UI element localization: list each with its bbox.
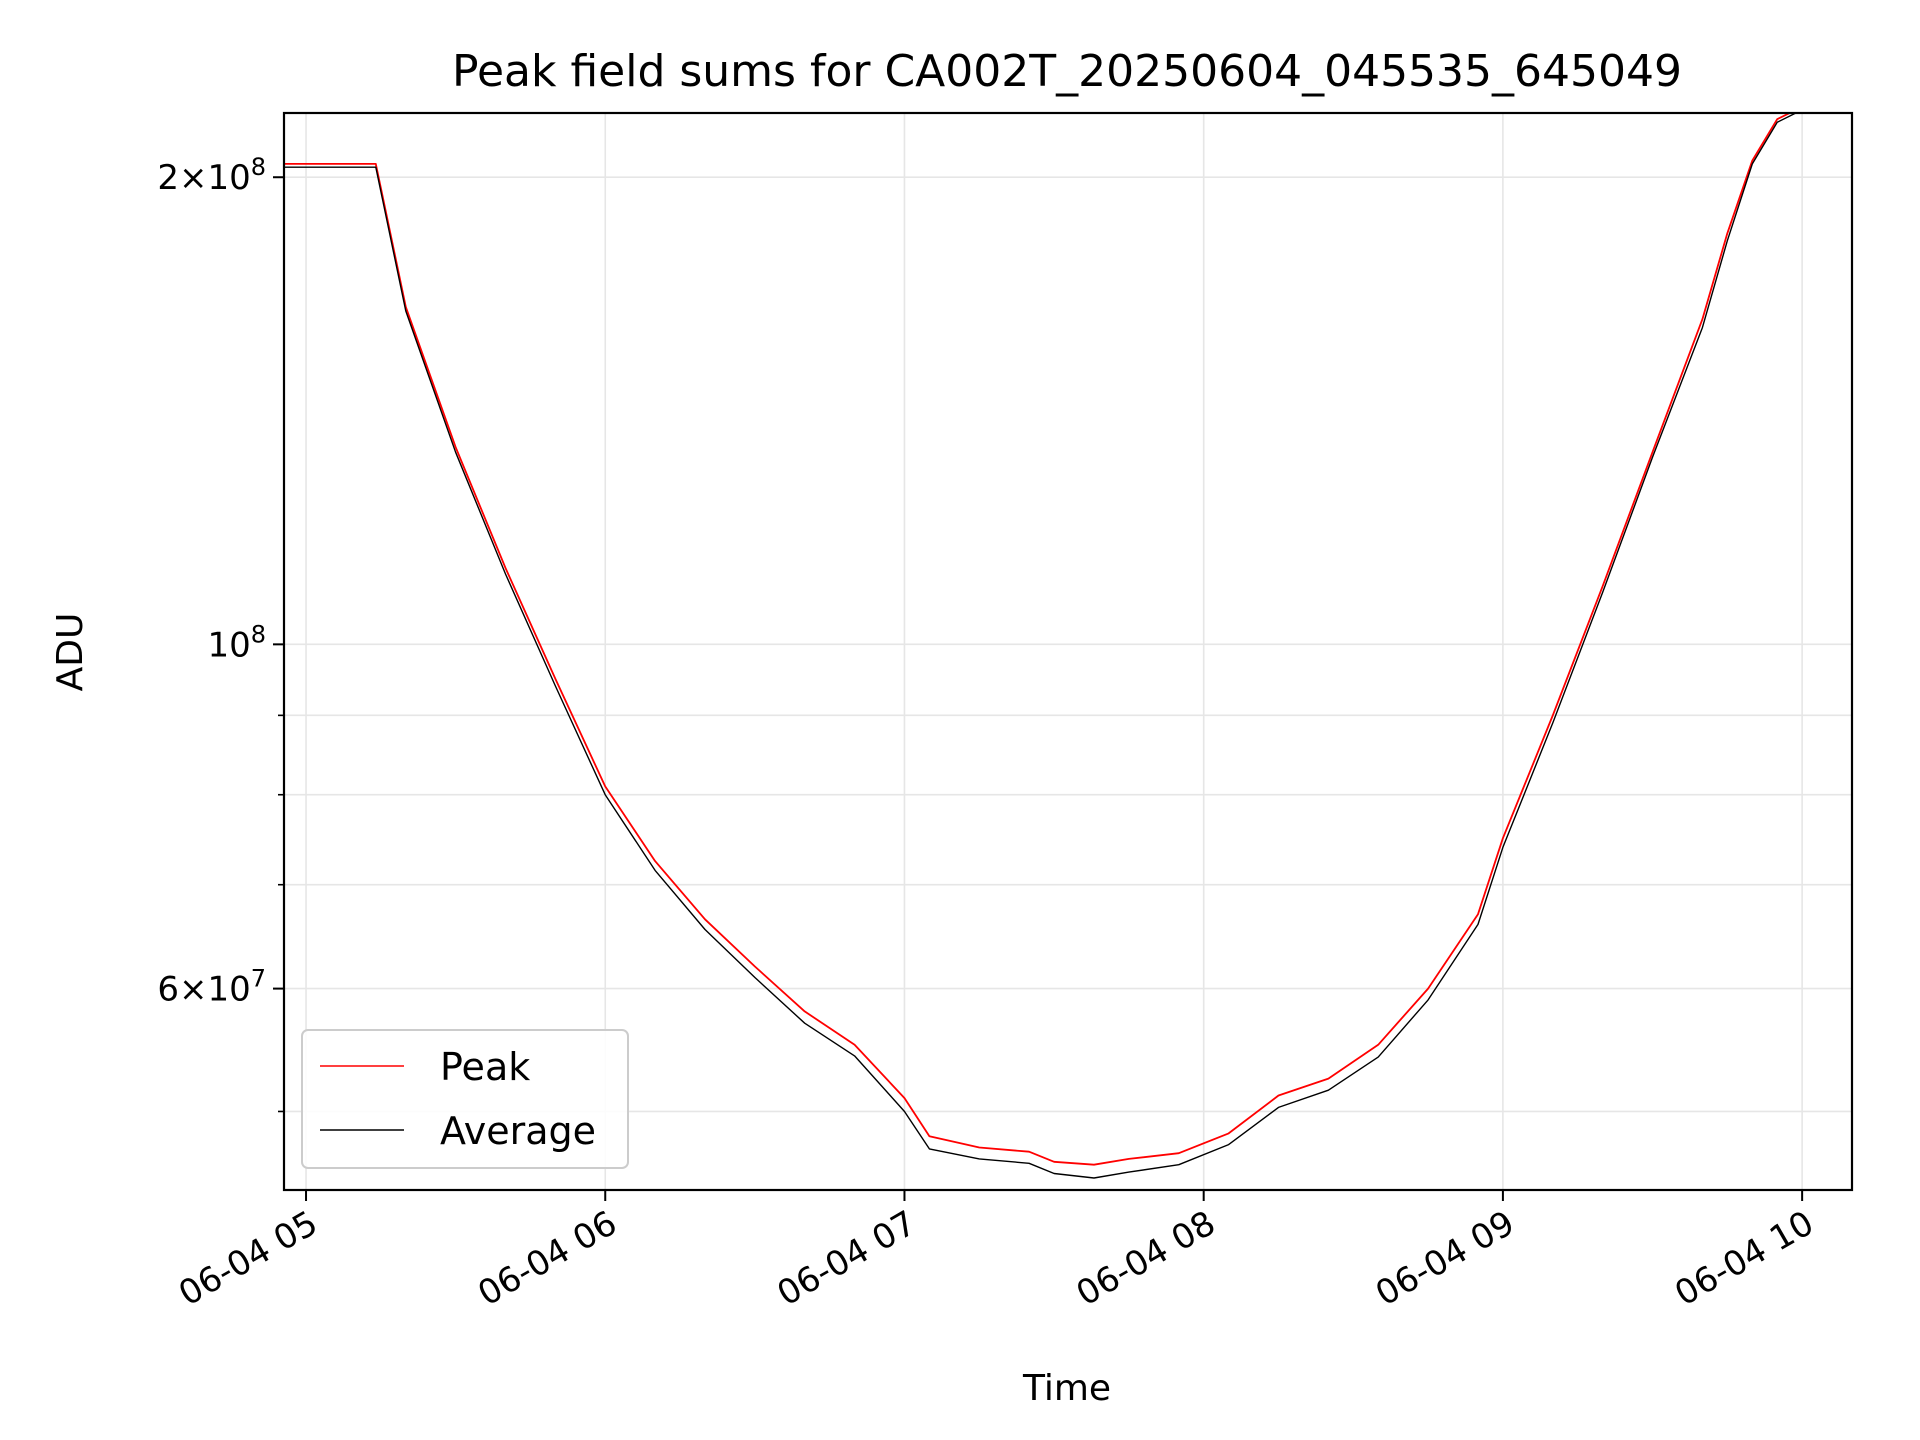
y-axis-label: ADU	[50, 613, 91, 692]
chart-title: Peak field sums for CA002T_20250604_0455…	[452, 46, 1682, 97]
legend-box	[301, 1029, 629, 1169]
grid	[284, 113, 1852, 1190]
x-axis-label: Time	[1022, 1368, 1111, 1409]
series-layer	[284, 113, 1798, 1179]
legend-average-label: Average	[440, 1109, 596, 1153]
y-tick-label: 2×108	[157, 153, 266, 198]
series-line-average	[284, 113, 1798, 1179]
plot-frame	[282, 111, 1854, 1192]
legend-peak-label: Peak	[440, 1045, 530, 1089]
legend: Peak Average	[301, 1029, 629, 1169]
series-line-peak	[284, 113, 1792, 1166]
y-tick-label: 6×107	[157, 965, 266, 1010]
